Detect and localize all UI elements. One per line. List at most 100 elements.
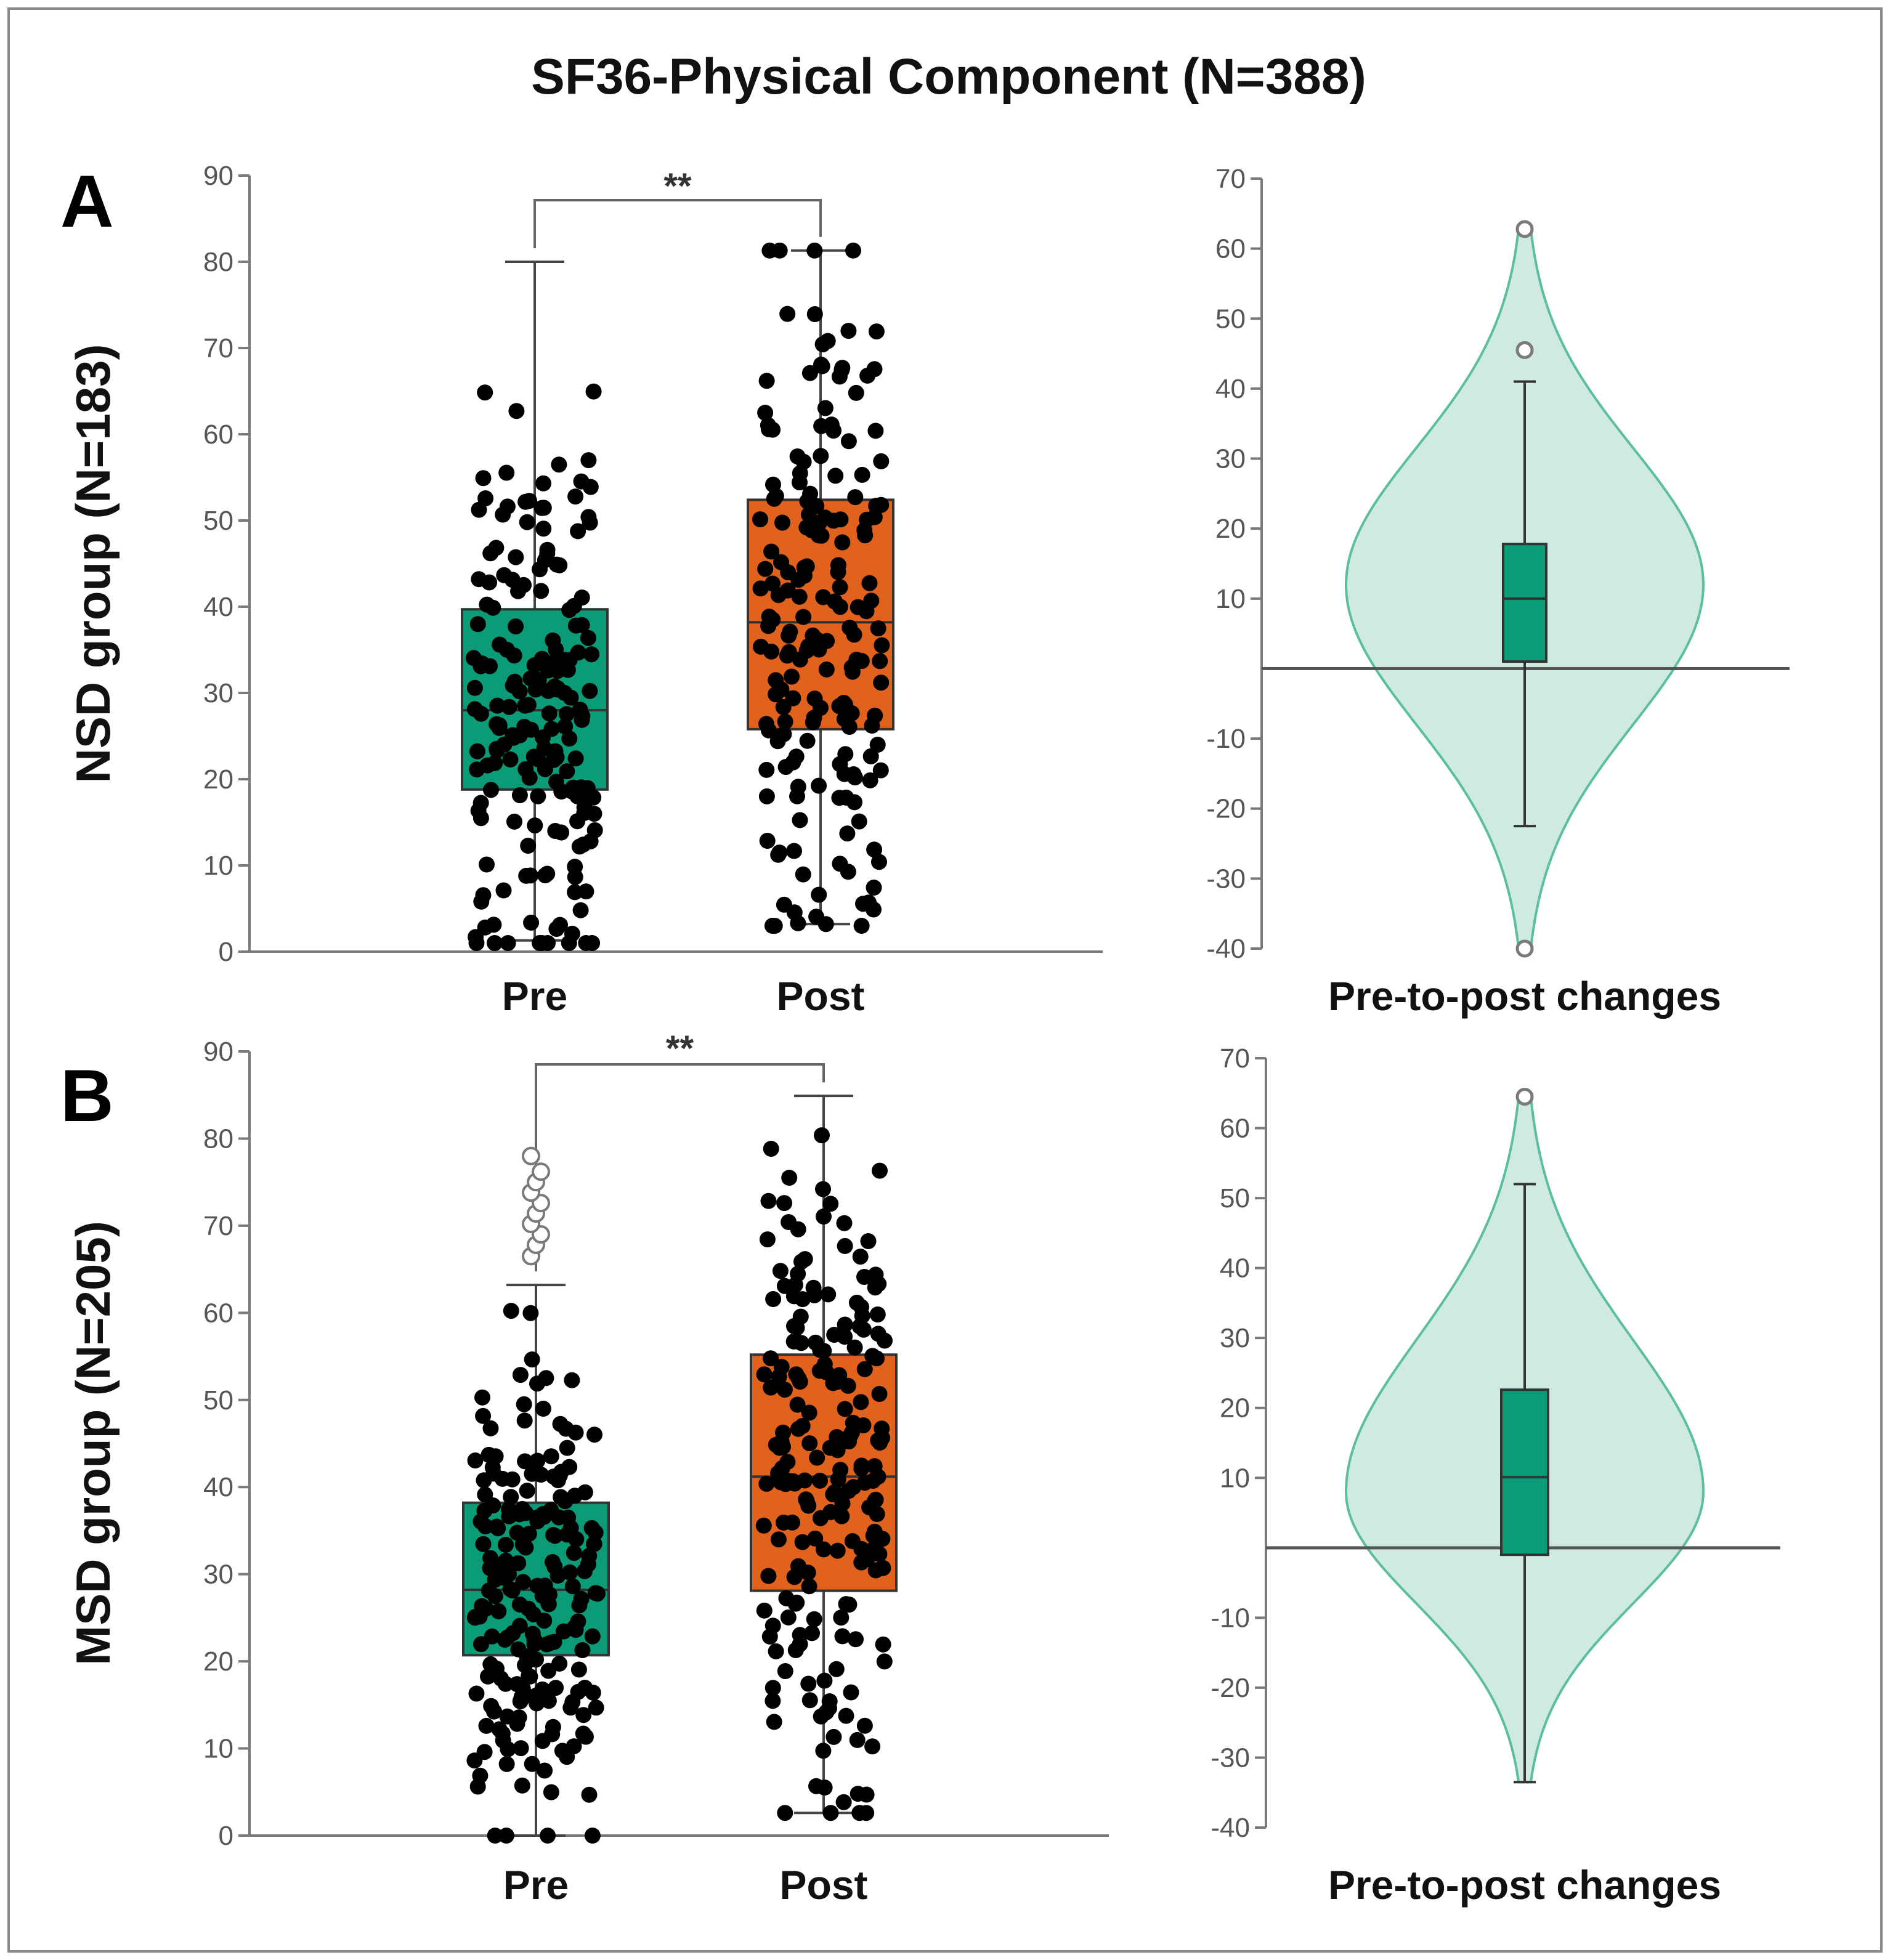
data-point — [535, 520, 552, 537]
data-point — [817, 400, 833, 416]
data-point — [831, 790, 848, 806]
data-point — [838, 1596, 854, 1613]
data-point — [869, 1350, 885, 1367]
data-point — [578, 935, 594, 951]
y-axis-title: NSD group (N=183) — [66, 344, 120, 784]
data-point — [856, 1361, 873, 1377]
data-point — [846, 1339, 863, 1356]
data-point — [823, 416, 840, 433]
data-point — [503, 1303, 519, 1319]
data-point — [474, 1389, 490, 1406]
data-point — [524, 1755, 540, 1772]
data-point — [857, 527, 874, 544]
data-point — [481, 1446, 497, 1463]
data-point — [805, 627, 821, 644]
data-point — [765, 1680, 781, 1696]
data-point — [548, 921, 565, 937]
x-axis-label: Pre-to-post changes — [1328, 973, 1721, 1019]
data-point — [829, 1542, 846, 1559]
significance-marker: ** — [663, 166, 692, 206]
data-point — [856, 1269, 872, 1285]
data-point — [521, 1668, 537, 1685]
data-point — [822, 1196, 839, 1212]
data-point — [792, 812, 808, 828]
outlier-point — [1515, 1087, 1534, 1106]
data-point — [756, 1602, 773, 1619]
data-point — [567, 884, 583, 901]
data-point — [567, 750, 584, 767]
data-point — [548, 1680, 564, 1696]
data-point — [524, 1626, 541, 1642]
panel-b-box-plot: 0 10 20 30 40 50 60 70 80 90 MSD group (N=205) ** Pr… — [66, 1029, 1109, 1908]
data-point — [570, 644, 586, 661]
data-point — [505, 1625, 521, 1642]
y-tick-label: 30 — [203, 678, 233, 708]
data-point — [771, 242, 788, 259]
data-point — [872, 762, 889, 779]
data-point — [864, 1738, 881, 1755]
data-point — [477, 490, 494, 506]
y-tick-label: -30 — [1206, 864, 1246, 894]
data-point — [524, 1351, 540, 1367]
data-point — [777, 1805, 793, 1821]
data-point — [547, 823, 564, 839]
data-point — [755, 1517, 772, 1534]
y-tick-label: 10 — [1220, 1463, 1250, 1493]
data-point — [817, 509, 833, 526]
data-point — [794, 1534, 811, 1550]
data-point — [537, 867, 554, 883]
data-point — [484, 1628, 500, 1645]
y-tick-label: 90 — [203, 161, 233, 191]
data-point — [816, 1209, 832, 1225]
data-point — [578, 1728, 594, 1745]
data-point — [776, 1195, 793, 1212]
data-point — [818, 1704, 835, 1720]
y-tick-label: -30 — [1211, 1743, 1250, 1773]
data-point — [482, 1550, 498, 1566]
data-point — [475, 470, 492, 487]
data-point — [564, 1578, 581, 1595]
data-point — [487, 755, 503, 771]
data-point — [508, 403, 525, 419]
data-point — [580, 630, 596, 646]
data-point — [813, 448, 829, 464]
data-point — [816, 1541, 832, 1558]
data-point — [791, 588, 808, 605]
data-point — [801, 1404, 817, 1421]
data-point — [537, 552, 553, 569]
y-tick-label: 10 — [203, 1734, 233, 1764]
data-point — [834, 1628, 851, 1645]
data-point — [514, 1536, 531, 1553]
y-tick-label: 90 — [203, 1037, 233, 1067]
data-point — [867, 423, 884, 439]
data-point — [862, 748, 879, 764]
data-point — [469, 1778, 486, 1795]
data-point — [776, 726, 792, 742]
data-point — [562, 1520, 579, 1536]
data-point — [795, 866, 811, 883]
data-point — [573, 1590, 590, 1607]
y-tick-label: 80 — [203, 247, 233, 277]
data-point — [763, 1141, 779, 1157]
data-point — [573, 473, 590, 490]
data-point — [780, 1609, 797, 1626]
data-point — [520, 838, 537, 854]
data-point — [540, 1662, 557, 1679]
data-point — [876, 1653, 893, 1670]
data-point — [806, 242, 823, 259]
data-point — [816, 1343, 832, 1359]
data-point — [575, 1707, 592, 1723]
data-point — [497, 1537, 514, 1553]
data-point — [786, 1569, 803, 1585]
data-point — [574, 617, 590, 633]
data-point — [508, 549, 524, 565]
data-point — [763, 643, 779, 660]
data-point — [585, 1685, 601, 1701]
data-point — [840, 433, 857, 450]
data-point — [827, 593, 843, 610]
data-point — [527, 817, 543, 834]
data-point — [468, 1685, 485, 1702]
data-point — [482, 1656, 499, 1672]
data-point — [863, 593, 880, 609]
